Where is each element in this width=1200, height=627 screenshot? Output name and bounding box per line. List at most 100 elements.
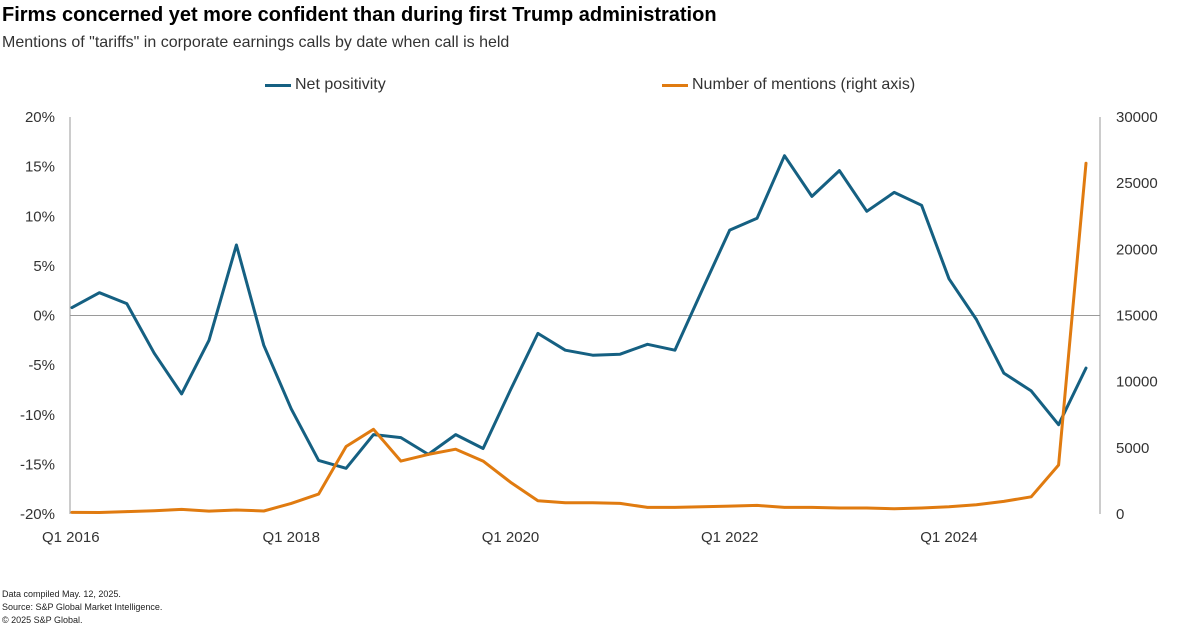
data-point-net-positivity — [865, 210, 868, 213]
data-point-mentions — [372, 428, 375, 431]
data-point-mentions — [235, 508, 238, 512]
data-point-net-positivity — [317, 459, 320, 462]
y-left-tick-label: -20% — [20, 506, 55, 523]
data-point-net-positivity — [701, 288, 704, 291]
series-line-net-positivity — [70, 154, 1088, 470]
data-point-net-positivity — [564, 349, 567, 352]
y-right-tick-label: 20000 — [1116, 241, 1158, 258]
data-point-mentions — [728, 504, 731, 508]
data-point-mentions — [838, 506, 841, 510]
data-point-mentions — [783, 506, 786, 509]
y-left-tick-label: -5% — [28, 357, 55, 374]
data-point-net-positivity — [399, 436, 403, 439]
y-left-tick-label: 10% — [25, 208, 55, 225]
data-point-net-positivity — [98, 291, 101, 294]
data-point-mentions — [536, 499, 540, 502]
y-left-tick-label: 5% — [33, 258, 55, 275]
data-point-mentions — [618, 502, 622, 505]
y-right-tick-label: 0 — [1116, 506, 1124, 523]
data-point-mentions — [509, 481, 512, 484]
footer-source: Source: S&P Global Market Intelligence. — [2, 602, 163, 612]
data-point-net-positivity — [892, 191, 896, 194]
footer-copyright: © 2025 S&P Global. — [2, 615, 83, 625]
data-point-mentions — [591, 501, 594, 504]
data-point-mentions — [646, 506, 649, 509]
data-point-mentions — [892, 507, 896, 510]
data-point-mentions — [947, 505, 951, 508]
data-point-net-positivity — [728, 228, 731, 232]
y-right-tick-label: 25000 — [1116, 175, 1158, 192]
data-point-mentions — [98, 511, 101, 514]
y-left-tick-label: 20% — [25, 109, 55, 126]
data-point-mentions — [865, 506, 868, 510]
data-point-net-positivity — [1057, 423, 1060, 426]
data-point-mentions — [317, 492, 320, 496]
data-point-mentions — [427, 453, 430, 456]
data-point-mentions — [1029, 495, 1033, 498]
data-point-net-positivity — [1002, 371, 1005, 375]
data-point-mentions — [975, 503, 978, 506]
data-point-mentions — [399, 459, 403, 463]
y-left-tick-label: -15% — [20, 456, 55, 473]
data-point-net-positivity — [153, 352, 156, 355]
data-point-net-positivity — [1029, 389, 1033, 393]
y-right-tick-label: 15000 — [1116, 308, 1158, 325]
data-point-net-positivity — [481, 447, 485, 450]
data-point-net-positivity — [920, 204, 923, 207]
data-point-net-positivity — [454, 433, 457, 436]
data-point-net-positivity — [975, 318, 978, 321]
legend-swatch-net-positivity — [265, 83, 291, 87]
data-point-mentions — [344, 445, 348, 448]
data-point-mentions — [1002, 500, 1005, 503]
x-tick-label: Q1 2016 — [42, 529, 100, 546]
data-point-net-positivity — [262, 344, 266, 347]
data-point-mentions — [262, 509, 266, 513]
y-right-tick-label: 10000 — [1116, 374, 1158, 391]
data-point-mentions — [290, 502, 293, 505]
y-left-tick-label: -10% — [20, 407, 55, 424]
data-point-net-positivity — [783, 154, 786, 157]
data-point-net-positivity — [536, 332, 540, 335]
legend-item-net-positivity: Net positivity — [265, 76, 386, 94]
data-point-net-positivity — [646, 343, 649, 346]
data-point-mentions — [564, 501, 567, 504]
data-point-mentions — [701, 505, 704, 508]
footer-note: Data compiled May. 12, 2025. — [2, 589, 121, 599]
legend-item-mentions: Number of mentions (right axis) — [662, 76, 915, 94]
legend-label-net-positivity: Net positivity — [295, 76, 386, 93]
data-point-net-positivity — [755, 217, 759, 220]
chart-subtitle: Mentions of "tariffs" in corporate earni… — [2, 34, 510, 51]
chart-title: Firms concerned yet more confident than … — [2, 4, 717, 26]
x-tick-label: Q1 2022 — [701, 529, 759, 546]
data-point-net-positivity — [344, 467, 348, 470]
data-point-mentions — [454, 447, 457, 451]
data-point-mentions — [1057, 463, 1060, 467]
data-point-net-positivity — [180, 392, 183, 396]
x-tick-label: Q1 2024 — [920, 529, 978, 546]
series-line-mentions — [70, 161, 1088, 514]
data-point-mentions — [481, 459, 485, 463]
data-point-mentions — [153, 509, 156, 512]
y-left-tick-label: 0% — [33, 308, 55, 325]
data-point-net-positivity — [509, 388, 512, 392]
data-point-mentions — [125, 510, 129, 513]
data-point-net-positivity — [372, 433, 375, 436]
y-left-tick-label: 15% — [25, 159, 55, 176]
data-point-mentions — [673, 506, 677, 509]
data-point-net-positivity — [947, 277, 951, 280]
x-tick-label: Q1 2020 — [482, 529, 540, 546]
data-point-mentions — [180, 508, 183, 511]
data-point-mentions — [810, 506, 814, 509]
data-point-mentions — [207, 509, 211, 513]
y-right-tick-label: 30000 — [1116, 109, 1158, 126]
data-point-net-positivity — [207, 339, 211, 342]
data-point-mentions — [1084, 162, 1088, 165]
data-point-mentions — [755, 504, 759, 507]
data-point-net-positivity — [70, 306, 74, 309]
x-tick-label: Q1 2018 — [262, 529, 320, 546]
data-point-net-positivity — [673, 349, 677, 352]
data-point-net-positivity — [290, 407, 293, 410]
y-right-tick-label: 5000 — [1116, 440, 1149, 457]
data-point-mentions — [920, 506, 923, 510]
